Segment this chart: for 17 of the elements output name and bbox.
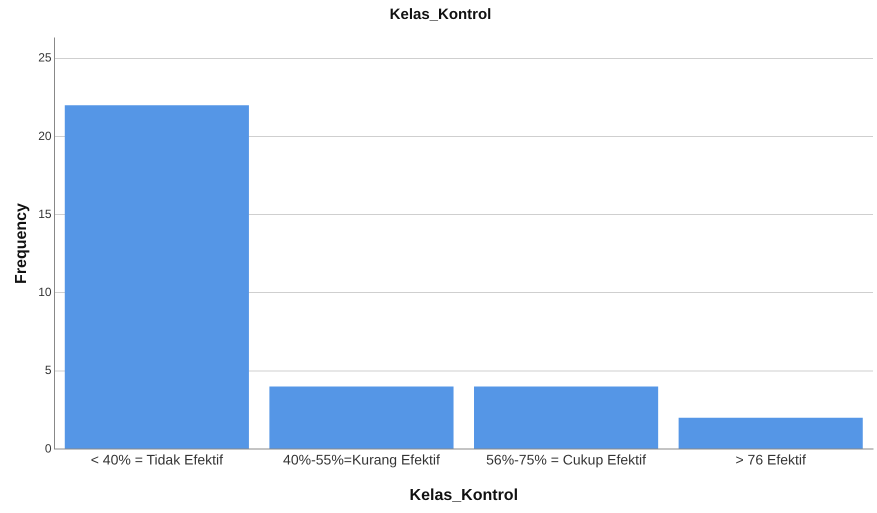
y-tick-label: 20 [38,128,52,143]
bar [269,386,454,448]
bar [64,105,249,448]
y-axis-title: Frequency [13,202,30,284]
bar [474,386,658,448]
x-tick-label: < 40% = Tidak Efektif [90,451,224,468]
x-tick-label: > 76 Efektif [735,451,806,468]
y-tick-label: 0 [44,441,52,456]
x-axis-title: Kelas_Kontrol [410,486,518,504]
y-tick-label: 10 [38,285,52,300]
y-tick-label: 15 [38,206,52,221]
chart-title: Kelas_Kontrol [390,6,492,24]
bar [678,418,863,448]
x-tick-label: 56%-75% = Cukup Efektif [486,451,646,468]
y-tick-label: 25 [38,50,52,65]
y-tick-label: 5 [44,363,52,378]
x-tick-label: 40%-55%=Kurang Efektif [283,451,440,468]
